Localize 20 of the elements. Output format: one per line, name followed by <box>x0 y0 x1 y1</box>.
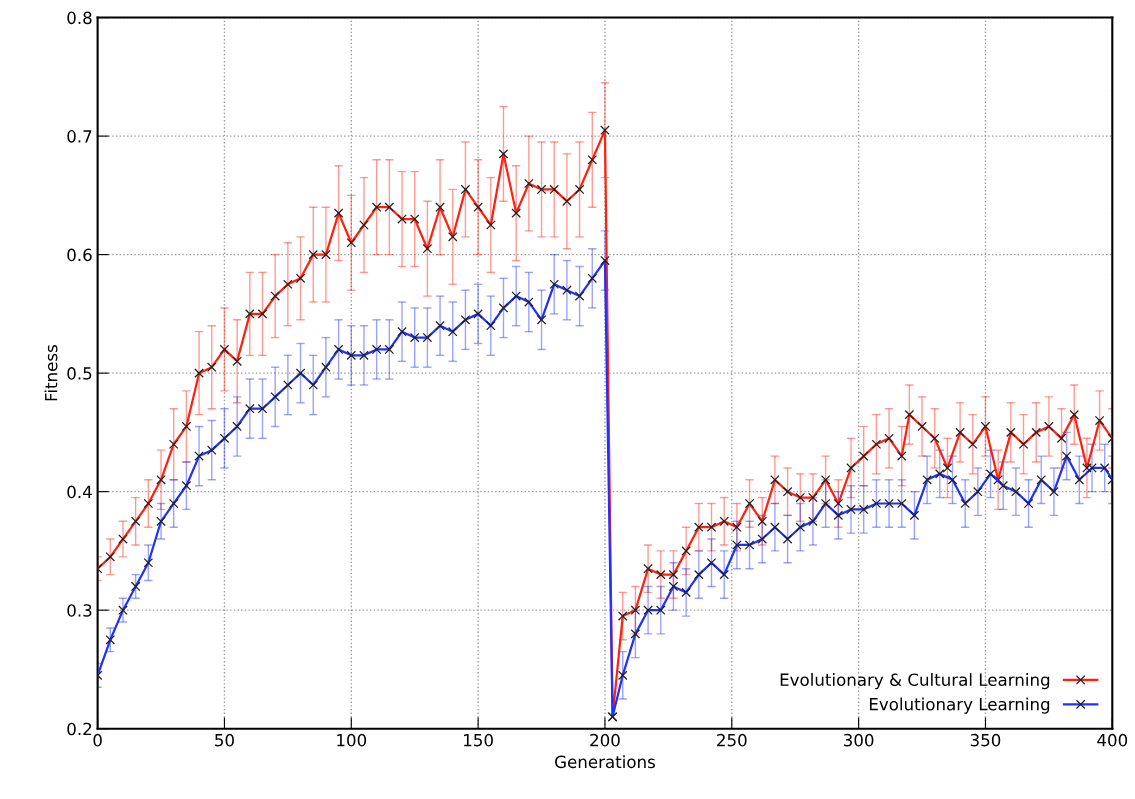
x-axis-title: Generations <box>555 755 655 769</box>
x-tick-label: 100 <box>337 733 367 747</box>
x-tick-label: 150 <box>464 733 493 747</box>
x-tick-label: 0 <box>93 733 102 747</box>
x-tick-label: 350 <box>970 733 1001 747</box>
y-tick-label: 0.7 <box>67 130 92 143</box>
x-tick-label: 400 <box>1097 733 1128 747</box>
y-tick-label: 0.3 <box>67 604 92 617</box>
x-tick-label: 200 <box>590 733 620 747</box>
legend-label: Evolutionary & Cultural Learning <box>780 673 1050 690</box>
y-tick-label: 0.8 <box>67 11 92 25</box>
x-tick-label: 300 <box>843 733 874 747</box>
y-axis-title: Fitness <box>44 345 58 401</box>
y-tick-label: 0.2 <box>67 722 92 736</box>
x-tick-label: 250 <box>717 733 747 747</box>
legend-label: Evolutionary Learning <box>869 697 1050 714</box>
y-tick-label: 0.5 <box>67 367 92 380</box>
x-tick-label: 50 <box>215 733 234 747</box>
y-tick-label: 0.4 <box>67 485 92 499</box>
y-tick-label: 0.6 <box>67 248 92 262</box>
